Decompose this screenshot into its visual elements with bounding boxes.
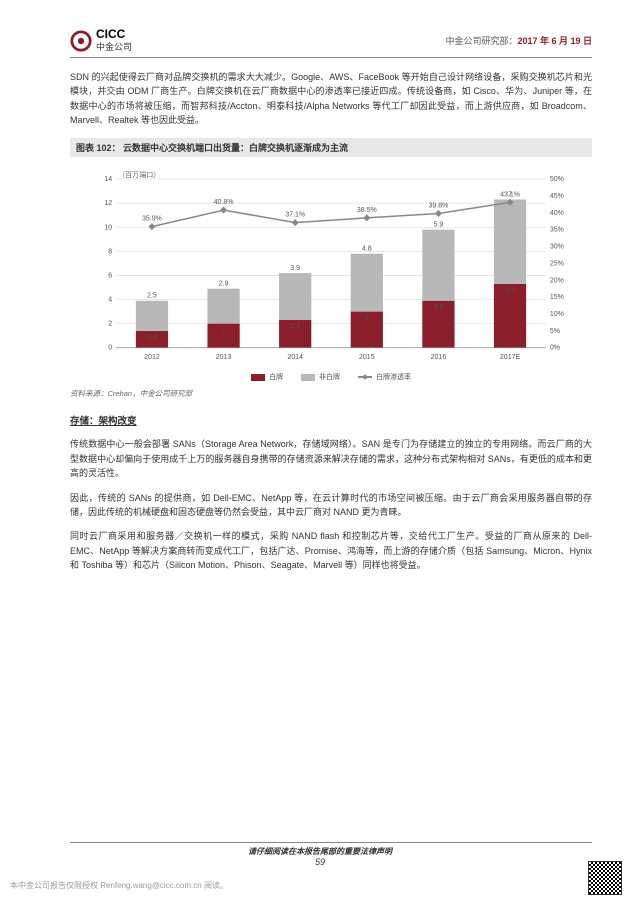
svg-text:20%: 20% (550, 277, 564, 284)
svg-text:2016: 2016 (431, 353, 447, 360)
svg-text:30%: 30% (550, 243, 564, 250)
paragraph-3: 因此，传统的 SANs 的提供商，如 Dell-EMC、NetApp 等，在云计… (70, 491, 592, 520)
svg-text:5%: 5% (550, 327, 560, 334)
legend-item-3: 白牌渗透率 (358, 372, 411, 382)
svg-text:3: 3 (365, 314, 369, 321)
svg-text:15%: 15% (550, 294, 564, 301)
legend-label-2: 非白牌 (319, 372, 340, 382)
legend-label-3: 白牌渗透率 (376, 372, 411, 382)
chart-legend: 白牌 非白牌 白牌渗透率 (80, 372, 582, 382)
svg-text:37.1%: 37.1% (285, 211, 305, 218)
svg-text:14: 14 (104, 176, 112, 183)
svg-text:5.9: 5.9 (434, 221, 444, 228)
svg-text:6: 6 (108, 272, 112, 279)
logo-text-en: CICC (96, 28, 132, 40)
paragraph-1: SDN 的兴起使得云厂商对品牌交换机的需求大大减少。Google、AWS、Fac… (70, 70, 592, 128)
svg-text:2014: 2014 (287, 353, 303, 360)
svg-text:3.9: 3.9 (434, 303, 444, 310)
svg-text:1.4: 1.4 (147, 333, 157, 340)
svg-text:2017E: 2017E (500, 353, 521, 360)
svg-text:5.3: 5.3 (505, 286, 515, 293)
logo-icon (70, 30, 92, 52)
paragraph-2: 传统数据中心一般会部署 SANs（Storage Area Network，存储… (70, 437, 592, 480)
svg-text:2.5: 2.5 (147, 292, 157, 299)
svg-text:50%: 50% (550, 176, 564, 183)
figure-title: 图表 102： 云数据中心交换机端口出货量：白牌交换机逐渐成为主流 (70, 138, 592, 157)
svg-text:38.5%: 38.5% (357, 206, 377, 213)
svg-text:12: 12 (104, 200, 112, 207)
page-header: CICC 中金公司 中金公司研究部：2017 年 6 月 19 日 (70, 28, 592, 58)
header-prefix: 中金公司研究部： (445, 36, 517, 46)
svg-text:35.9%: 35.9% (142, 215, 162, 222)
header-date: 2017 年 6 月 19 日 (517, 36, 592, 46)
svg-text:10%: 10% (550, 311, 564, 318)
svg-text:39.8%: 39.8% (428, 202, 448, 209)
svg-text:3.9: 3.9 (290, 265, 300, 272)
svg-text:（百万端口）: （百万端口） (118, 170, 160, 179)
footer-disclaimer: 请仔细阅读在本报告尾部的重要法律声明 (0, 846, 640, 857)
svg-text:4.8: 4.8 (362, 245, 372, 252)
svg-text:43.1%: 43.1% (500, 191, 520, 198)
revenue-chart: 0 2 4 6 8 10 12 14 0% 5% 10% 15% 20% 25% 30% 35% 40% 45% 5… (80, 165, 582, 366)
svg-text:2013: 2013 (216, 353, 232, 360)
svg-text:8: 8 (108, 248, 112, 255)
svg-text:40%: 40% (550, 209, 564, 216)
legend-label-1: 白牌 (269, 372, 283, 382)
svg-text:40.8%: 40.8% (214, 199, 234, 206)
content-area: CICC 中金公司 中金公司研究部：2017 年 6 月 19 日 SDN 的兴… (0, 0, 640, 602)
page-footer: 请仔细阅读在本报告尾部的重要法律声明 59 (0, 842, 640, 867)
svg-text:0: 0 (108, 344, 112, 351)
svg-text:2.9: 2.9 (219, 280, 229, 287)
logo: CICC 中金公司 (70, 28, 132, 53)
chart-source: 资料来源：Crehan，中金公司研究部 (70, 388, 592, 399)
svg-text:2.3: 2.3 (290, 323, 300, 330)
legend-item-1: 白牌 (251, 372, 283, 382)
logo-text-cn: 中金公司 (96, 40, 132, 53)
svg-text:2: 2 (108, 320, 112, 327)
svg-text:2015: 2015 (359, 353, 375, 360)
section-title: 存储：架构改变 (70, 413, 592, 427)
paragraph-4: 同时云厂商采用和服务器／交换机一样的模式，采购 NAND flash 和控制芯片… (70, 529, 592, 572)
legend-item-2: 非白牌 (301, 372, 340, 382)
header-right: 中金公司研究部：2017 年 6 月 19 日 (445, 34, 592, 47)
chart-container: 0 2 4 6 8 10 12 14 0% 5% 10% 15% 20% 25% 30% 35% 40% 45% 5… (70, 161, 592, 385)
svg-text:25%: 25% (550, 260, 564, 267)
svg-text:4: 4 (108, 296, 112, 303)
svg-text:0%: 0% (550, 344, 560, 351)
page-number: 59 (0, 857, 640, 867)
svg-text:35%: 35% (550, 226, 564, 233)
page: CICC 中金公司 中金公司研究部：2017 年 6 月 19 日 SDN 的兴… (0, 0, 640, 905)
svg-text:2: 2 (222, 326, 226, 333)
svg-text:10: 10 (104, 224, 112, 231)
svg-text:45%: 45% (550, 192, 564, 199)
watermark-text: 本中金公司报告仅限授权 Renfeng.wang@cicc.com.cn 阅读。 (10, 880, 228, 891)
qr-code-icon (588, 861, 622, 895)
svg-text:2012: 2012 (144, 353, 160, 360)
